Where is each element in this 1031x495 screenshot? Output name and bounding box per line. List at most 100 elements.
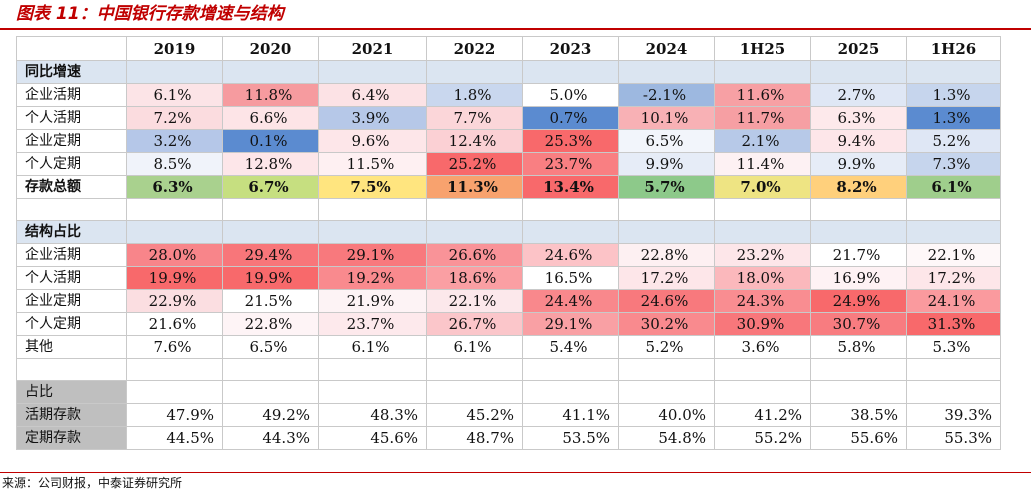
empty-cell xyxy=(714,60,811,84)
table-row: 个人活期 7.2% 6.6% 3.9% 7.7% 0.7% 10.1% 11.7% 6.3% 1.… xyxy=(16,106,1001,130)
value-cell: 41.2% xyxy=(714,403,811,427)
value-cell: 44.5% xyxy=(126,426,223,450)
value-cell: 7.0% xyxy=(714,175,811,199)
column-header: 1H26 xyxy=(906,36,1001,61)
value-cell: 25.2% xyxy=(426,152,523,176)
empty-cell xyxy=(126,358,223,381)
value-cell: 21.6% xyxy=(126,312,223,336)
value-cell: 1.3% xyxy=(906,106,1001,130)
empty-cell xyxy=(906,198,1001,221)
header-row: 2019 2020 2021 2022 2023 2024 1H25 2025 1H26 xyxy=(16,36,1001,61)
value-cell: 5.3% xyxy=(906,335,1001,359)
value-cell: 5.2% xyxy=(906,129,1001,153)
value-cell: 9.9% xyxy=(810,152,907,176)
empty-cell xyxy=(318,220,427,244)
value-cell: 0.7% xyxy=(522,106,619,130)
value-cell: 11.3% xyxy=(426,175,523,199)
value-cell: 9.4% xyxy=(810,129,907,153)
value-cell: 6.1% xyxy=(906,175,1001,199)
value-cell: 6.5% xyxy=(618,129,715,153)
table-row: 存款总额 6.3% 6.7% 7.5% 11.3% 13.4% 5.7% 7.0% 8.2% 6.… xyxy=(16,175,1001,199)
value-cell: 24.3% xyxy=(714,289,811,313)
value-cell: 22.1% xyxy=(906,243,1001,267)
value-cell: 19.2% xyxy=(318,266,427,290)
table-row: 个人定期 21.6% 22.8% 23.7% 26.7% 29.1% 30.2% 30.9% 3… xyxy=(16,312,1001,336)
value-cell: 26.6% xyxy=(426,243,523,267)
value-cell: 17.2% xyxy=(618,266,715,290)
growth-section-row: 同比增速 xyxy=(16,60,1001,84)
value-cell: 30.9% xyxy=(714,312,811,336)
value-cell: 8.2% xyxy=(810,175,907,199)
value-cell: 24.1% xyxy=(906,289,1001,313)
value-cell: 6.3% xyxy=(126,175,223,199)
empty-cell xyxy=(426,358,523,381)
section-label: 同比增速 xyxy=(16,60,127,84)
value-cell: 23.2% xyxy=(714,243,811,267)
value-cell: 23.7% xyxy=(318,312,427,336)
value-cell: 16.9% xyxy=(810,266,907,290)
value-cell: 29.1% xyxy=(522,312,619,336)
empty-cell xyxy=(810,358,907,381)
value-cell: 24.4% xyxy=(522,289,619,313)
value-cell: 24.6% xyxy=(618,289,715,313)
empty-cell xyxy=(714,358,811,381)
source-note: 来源：公司财报，中泰证券研究所 xyxy=(0,472,1031,495)
value-cell: 44.3% xyxy=(222,426,319,450)
row-label: 企业活期 xyxy=(16,83,127,107)
column-header: 2021 xyxy=(318,36,427,61)
value-cell: 19.9% xyxy=(126,266,223,290)
empty-cell xyxy=(222,358,319,381)
value-cell: 26.7% xyxy=(426,312,523,336)
value-cell: 18.6% xyxy=(426,266,523,290)
value-cell: 5.8% xyxy=(810,335,907,359)
empty-cell xyxy=(222,60,319,84)
value-cell: 55.2% xyxy=(714,426,811,450)
empty-cell xyxy=(714,380,811,404)
value-cell: 6.3% xyxy=(810,106,907,130)
row-label: 个人活期 xyxy=(16,266,127,290)
section-label: 结构占比 xyxy=(16,220,127,244)
column-header: 1H25 xyxy=(714,36,811,61)
value-cell: 45.6% xyxy=(318,426,427,450)
empty-cell xyxy=(906,60,1001,84)
empty-cell xyxy=(906,380,1001,404)
value-cell: 22.1% xyxy=(426,289,523,313)
empty-cell xyxy=(16,358,127,381)
value-cell: 16.5% xyxy=(522,266,619,290)
value-cell: 17.2% xyxy=(906,266,1001,290)
column-header: 2019 xyxy=(126,36,223,61)
value-cell: 11.6% xyxy=(714,83,811,107)
empty-cell xyxy=(906,358,1001,381)
empty-cell xyxy=(522,380,619,404)
value-cell: 5.4% xyxy=(522,335,619,359)
row-label: 定期存款 xyxy=(16,426,127,450)
empty-cell xyxy=(426,220,523,244)
column-header: 2024 xyxy=(618,36,715,61)
value-cell: 6.4% xyxy=(318,83,427,107)
value-cell: 7.5% xyxy=(318,175,427,199)
value-cell: -2.1% xyxy=(618,83,715,107)
value-cell: 12.4% xyxy=(426,129,523,153)
empty-cell xyxy=(318,380,427,404)
empty-cell xyxy=(618,358,715,381)
empty-cell xyxy=(426,60,523,84)
empty-cell xyxy=(810,198,907,221)
row-label: 个人定期 xyxy=(16,312,127,336)
table-row: 企业活期 6.1% 11.8% 6.4% 1.8% 5.0% -2.1% 11.6% 2.7% 1… xyxy=(16,83,1001,107)
value-cell: 21.7% xyxy=(810,243,907,267)
value-cell: 45.2% xyxy=(426,403,523,427)
empty-cell xyxy=(714,198,811,221)
value-cell: 25.3% xyxy=(522,129,619,153)
deposit-table: 2019 2020 2021 2022 2023 2024 1H25 2025 1H26 同比增速… xyxy=(16,36,1001,450)
table-row: 活期存款 47.9% 49.2% 48.3% 45.2% 41.1% 40.0% 41.2% 3… xyxy=(16,403,1001,427)
structure-section-row: 结构占比 xyxy=(16,220,1001,244)
value-cell: 54.8% xyxy=(618,426,715,450)
value-cell: 48.7% xyxy=(426,426,523,450)
row-label: 企业定期 xyxy=(16,289,127,313)
value-cell: 0.1% xyxy=(222,129,319,153)
empty-cell xyxy=(126,198,223,221)
value-cell: 48.3% xyxy=(318,403,427,427)
value-cell: 6.6% xyxy=(222,106,319,130)
column-header: 2023 xyxy=(522,36,619,61)
value-cell: 8.5% xyxy=(126,152,223,176)
